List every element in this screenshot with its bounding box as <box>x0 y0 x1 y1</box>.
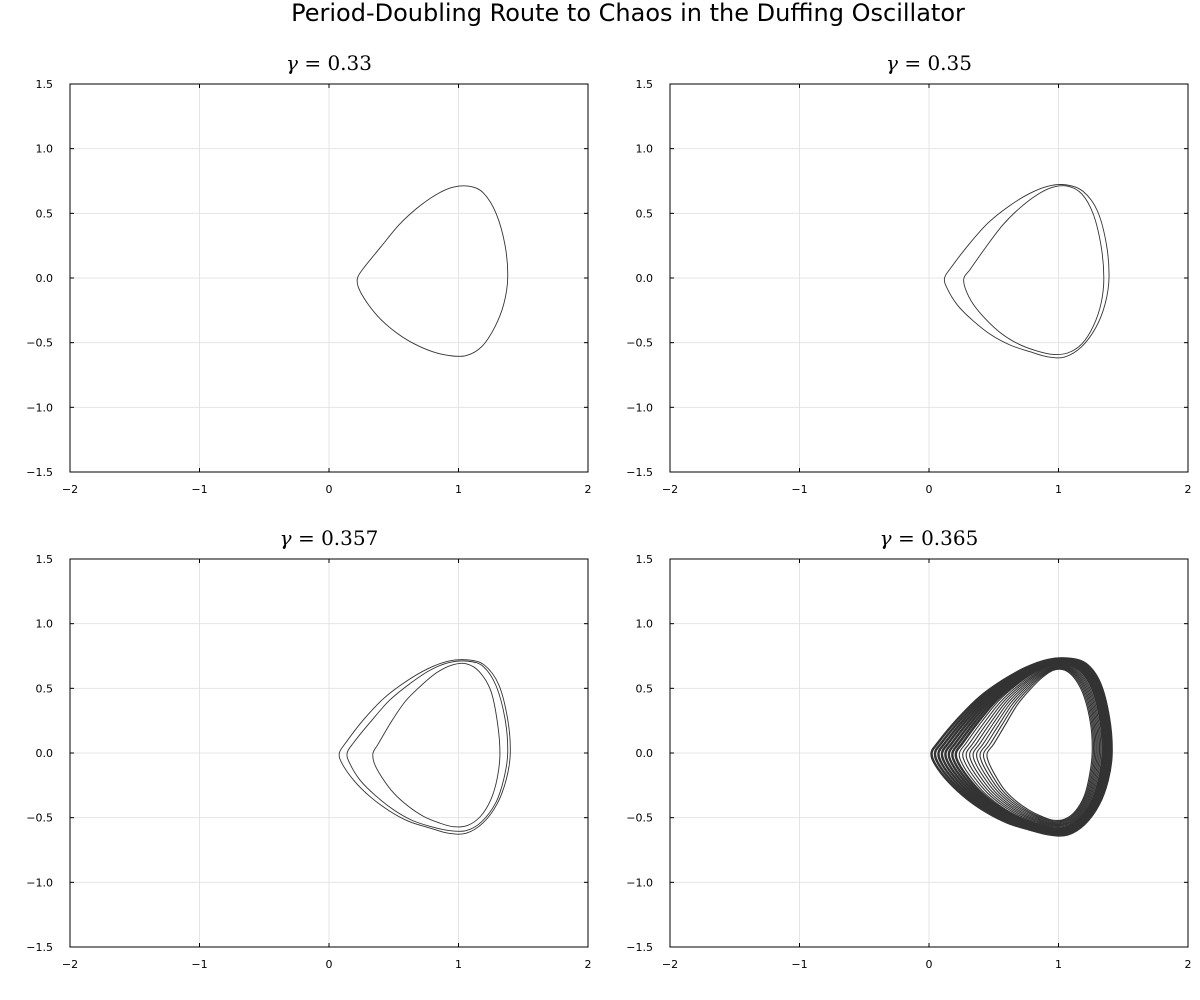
x-tick-label: 1 <box>1055 483 1062 496</box>
y-tick-label: −1.0 <box>626 401 653 414</box>
x-tick-label: 0 <box>326 958 333 971</box>
subplot-title-symbol: γ <box>286 51 298 75</box>
y-tick-label: −1.5 <box>626 466 653 479</box>
y-tick-label: 1.0 <box>636 618 654 631</box>
y-tick-label: 1.5 <box>36 78 54 91</box>
y-tick-label: 1.5 <box>36 553 54 566</box>
x-tick-label: 2 <box>1185 958 1192 971</box>
y-tick-label: 1.5 <box>636 553 654 566</box>
trajectory-loop <box>979 667 1096 823</box>
x-tick-label: −1 <box>191 483 207 496</box>
subplot-title-symbol: γ <box>280 526 292 550</box>
trajectory-loop <box>986 668 1093 821</box>
x-tick-label: −1 <box>191 958 207 971</box>
trajectory-loop <box>338 659 511 835</box>
y-tick-label: 0.0 <box>636 747 654 760</box>
subplot-title-symbol: γ <box>880 526 892 550</box>
subplot-title-value: = 0.33 <box>298 51 372 75</box>
trajectory-loop <box>356 185 509 357</box>
y-tick-label: −1.0 <box>26 876 53 889</box>
y-tick-label: −1.5 <box>26 466 53 479</box>
trajectory-loop <box>976 666 1097 824</box>
y-tick-label: 0.0 <box>36 272 54 285</box>
trajectory-loop <box>965 664 1101 827</box>
x-tick-label: −2 <box>62 958 78 971</box>
y-tick-label: −1.0 <box>626 876 653 889</box>
trajectory-loop <box>372 662 501 828</box>
x-tick-label: 1 <box>1055 958 1062 971</box>
trajectory-loop <box>972 665 1098 825</box>
y-tick-label: 1.0 <box>636 143 654 156</box>
subplot-title: γ = 0.365 <box>880 526 979 550</box>
trajectory-loop <box>963 185 1105 355</box>
trajectory-loop <box>962 663 1102 828</box>
y-tick-label: 1.0 <box>36 618 54 631</box>
y-tick-label: −1.5 <box>26 941 53 954</box>
x-tick-label: 2 <box>585 958 592 971</box>
x-tick-label: −1 <box>791 483 807 496</box>
y-tick-label: 0.5 <box>636 207 654 220</box>
x-tick-label: −2 <box>662 958 678 971</box>
x-tick-label: −2 <box>62 483 78 496</box>
y-tick-label: −0.5 <box>26 812 53 825</box>
y-tick-label: 1.0 <box>36 143 54 156</box>
x-tick-label: −2 <box>662 483 678 496</box>
y-tick-label: 1.5 <box>636 78 654 91</box>
trajectory-loop <box>969 665 1099 826</box>
subplot-title: γ = 0.33 <box>286 51 372 75</box>
y-tick-label: −1.5 <box>626 941 653 954</box>
y-tick-label: 0.5 <box>36 207 54 220</box>
subplot-panel: γ = 0.33 −2 −1 0 1 2 −1.5 −1.0 −0.5 0.0 0.5 1.0 1.5 <box>26 51 591 496</box>
x-tick-label: 0 <box>326 483 333 496</box>
x-tick-label: 2 <box>585 483 592 496</box>
subplot-title-value: = 0.365 <box>892 526 979 550</box>
subplot-title-value: = 0.357 <box>292 526 379 550</box>
figure-suptitle: Period-Doubling Route to Chaos in the Du… <box>291 0 965 27</box>
subplot-title-symbol: γ <box>886 51 898 75</box>
trajectory-loop <box>982 667 1094 822</box>
y-tick-label: 0.0 <box>636 272 654 285</box>
x-tick-label: 0 <box>926 958 933 971</box>
x-tick-label: 1 <box>455 958 462 971</box>
y-tick-label: −0.5 <box>626 337 653 350</box>
trajectory-loop <box>943 184 1110 359</box>
x-tick-label: 1 <box>455 483 462 496</box>
trajectory-loop <box>930 657 1113 837</box>
subplot-title-value: = 0.35 <box>898 51 972 75</box>
y-tick-label: −1.0 <box>26 401 53 414</box>
subplot-title: γ = 0.357 <box>280 526 379 550</box>
x-tick-label: 2 <box>1185 483 1192 496</box>
y-tick-label: 0.5 <box>636 682 654 695</box>
subplot-grid: γ = 0.33−2 −1 0 1 2−1.5−1.0−0.50.00.51.01.5γ… <box>26 51 1191 971</box>
x-tick-label: −1 <box>791 958 807 971</box>
trajectory-loop <box>346 660 509 832</box>
subplot-panel: γ = 0.365 −2 −1 0 1 2 −1.5 −1.0 −0.5 0.0 0.5 1.0 1.5 <box>626 526 1191 971</box>
y-tick-label: 0.0 <box>36 747 54 760</box>
y-tick-label: −0.5 <box>26 337 53 350</box>
subplot-panel: γ = 0.35 −2 −1 0 1 2 −1.5 −1.0 −0.5 0.0 0.5 1.0 1.5 <box>626 51 1191 496</box>
y-tick-label: −0.5 <box>626 812 653 825</box>
subplot-title: γ = 0.35 <box>886 51 972 75</box>
subplot-panel: γ = 0.357 −2 −1 0 1 2 −1.5 −1.0 −0.5 0.0 0.5 1.0 1.5 <box>26 526 591 971</box>
x-tick-label: 0 <box>926 483 933 496</box>
y-tick-label: 0.5 <box>36 682 54 695</box>
